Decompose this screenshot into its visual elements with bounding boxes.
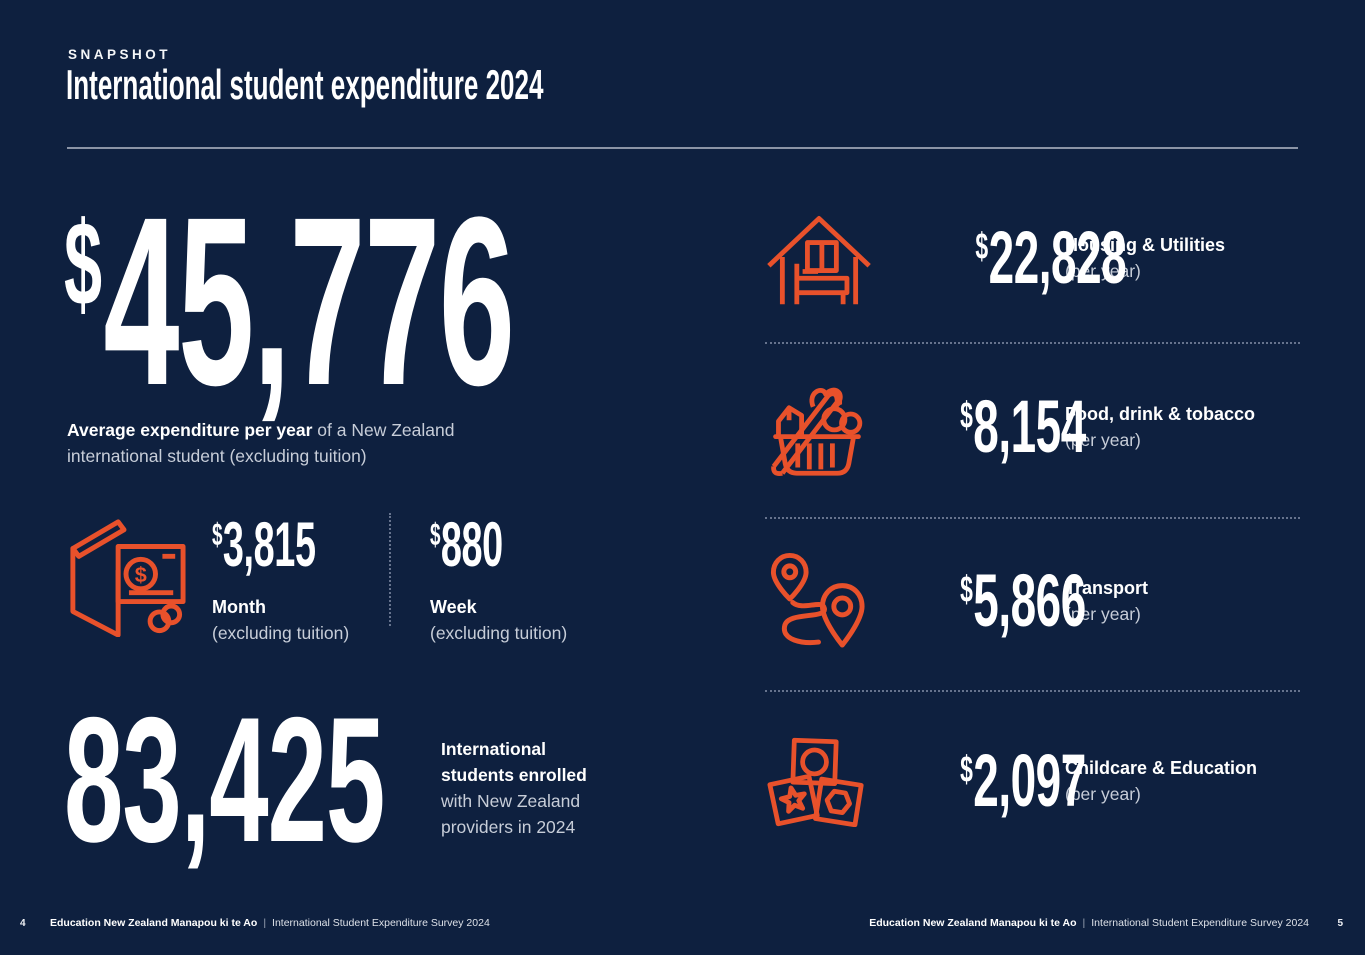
- category-label: Housing & Utilities: [1065, 235, 1226, 255]
- week-sublabel: (excluding tuition): [430, 623, 568, 643]
- enrolled-caption-line: providers in 2024: [441, 817, 576, 837]
- footer-left: 4 Education New Zealand Manapou ki te Ao…: [0, 916, 683, 929]
- category-amount: $2,097: [883, 744, 1086, 818]
- wallet-icon: $: [63, 515, 189, 642]
- route-pins-icon: [765, 549, 883, 653]
- category-label: Childcare & Education: [1065, 758, 1258, 778]
- toy-blocks-icon: [765, 735, 883, 827]
- category-label: Food, drink & tobacco: [1065, 404, 1256, 424]
- footer-doc-title: International Student Expenditure Survey…: [272, 917, 490, 929]
- category-amount-value: 22,828: [988, 216, 1127, 299]
- category-row-housing: $22,828 Housing & Utilities (per year): [765, 198, 1300, 318]
- category-sublabel: (per year): [1065, 604, 1141, 624]
- category-label: Transport: [1065, 578, 1149, 598]
- house-bed-icon: [765, 209, 883, 307]
- grocery-basket-icon: [765, 377, 883, 477]
- category-divider: [765, 517, 1300, 519]
- week-amount: $880: [430, 509, 567, 577]
- page-number-left: 4: [20, 918, 26, 929]
- footer-text: Education New Zealand Manapou ki te Ao | I…: [869, 917, 1309, 929]
- footer-separator: |: [263, 917, 267, 929]
- week-block: $880 Week (excluding tuition): [430, 509, 567, 644]
- month-block: $3,815 Month (excluding tuition): [212, 509, 385, 644]
- category-divider: [765, 690, 1300, 692]
- page-title: International student expenditure 2024: [66, 61, 544, 108]
- week-amount-value: 880: [440, 510, 503, 580]
- category-amount-value: 8,154: [973, 385, 1086, 468]
- currency-symbol: $: [960, 394, 973, 436]
- footer-doc-title: International Student Expenditure Survey…: [1091, 917, 1309, 929]
- svg-text:$: $: [135, 562, 147, 587]
- category-row-food: $8,154 Food, drink & tobacco (per year): [765, 367, 1300, 487]
- enrolled-caption: International students enrolled with New…: [441, 736, 587, 840]
- hero-caption-rest: of a New Zealand international student (…: [67, 419, 455, 466]
- category-amount: $22,828: [883, 221, 1126, 295]
- category-row-childcare: $2,097 Childcare & Education (per year): [765, 721, 1300, 841]
- eyebrow-label: SNAPSHOT: [68, 47, 172, 62]
- month-label: Month: [212, 597, 266, 617]
- week-label: Week: [430, 597, 477, 617]
- hero-amount-value: 45,776: [103, 167, 515, 435]
- currency-symbol: $: [960, 568, 973, 610]
- currency-symbol: $: [64, 196, 102, 331]
- month-amount: $3,815: [212, 509, 385, 577]
- currency-symbol: $: [430, 516, 441, 553]
- category-sublabel: (per year): [1065, 430, 1141, 450]
- footer-org: Education New Zealand Manapou ki te Ao: [50, 917, 258, 929]
- category-amount-value: 5,866: [973, 559, 1086, 642]
- period-breakdown-section: $ $3,815 Month (excluding tuition) $880 …: [63, 505, 703, 645]
- category-amount-value: 2,097: [973, 739, 1086, 822]
- category-sublabel: (per year): [1065, 784, 1141, 804]
- category-sublabel: (per year): [1065, 261, 1141, 281]
- currency-symbol: $: [212, 516, 223, 553]
- header-divider: [67, 147, 1298, 149]
- hero-caption: Average expenditure per year of a New Ze…: [67, 417, 505, 469]
- enrolled-caption-line: with New Zealand: [441, 791, 581, 811]
- category-row-transport: $5,866 Transport (per year): [765, 541, 1300, 661]
- category-amount: $5,866: [883, 564, 1086, 638]
- hero-caption-bold: Average expenditure per year: [67, 419, 313, 440]
- footer-text: Education New Zealand Manapou ki te Ao | I…: [50, 917, 490, 929]
- month-week-divider: [389, 513, 391, 626]
- footer-separator: |: [1082, 917, 1086, 929]
- enrolled-amount: 83,425: [64, 677, 598, 882]
- category-amount: $8,154: [883, 390, 1086, 464]
- page-number-right: 5: [1337, 918, 1343, 929]
- footer-right: Education New Zealand Manapou ki te Ao | I…: [682, 916, 1365, 929]
- currency-symbol: $: [975, 225, 988, 267]
- enrolled-amount-value: 83,425: [64, 680, 385, 879]
- hero-amount: $45,776: [64, 163, 853, 439]
- footer-org: Education New Zealand Manapou ki te Ao: [869, 917, 1077, 929]
- currency-symbol: $: [960, 748, 973, 790]
- month-amount-value: 3,815: [222, 510, 316, 580]
- enrolled-caption-line: International: [441, 739, 547, 759]
- category-divider: [765, 342, 1300, 344]
- month-sublabel: (excluding tuition): [212, 623, 350, 643]
- enrolled-caption-line: students enrolled: [441, 765, 587, 785]
